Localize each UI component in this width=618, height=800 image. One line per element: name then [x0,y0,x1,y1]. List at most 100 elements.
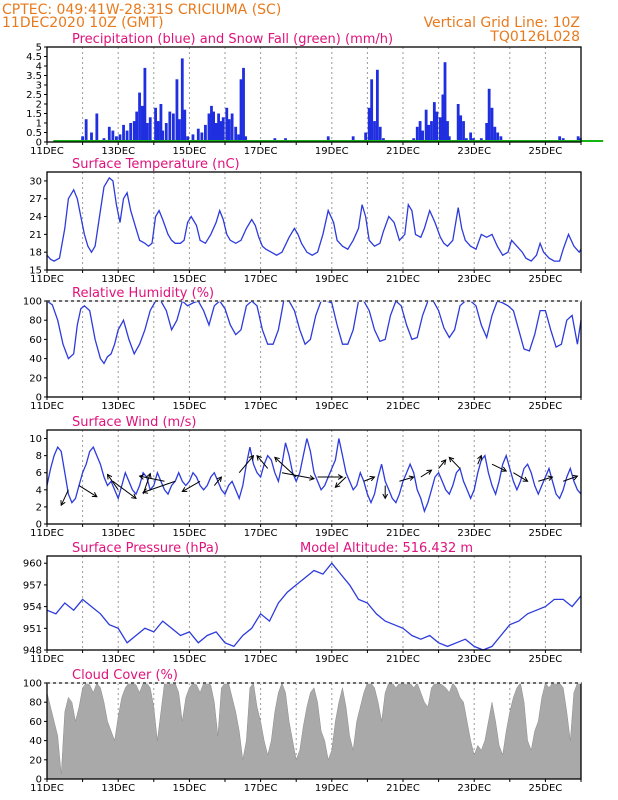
x-tick-label: 25DEC [529,654,563,665]
wind-vector [182,480,201,492]
panel-wind: 0 2 4 6 8 10 11DEC 13DEC 15DEC 17DEC 19DEC 21DEC 23D… [29,415,582,539]
precip-bar [143,67,147,142]
precip-bar [375,69,379,142]
precip-bar [168,111,172,142]
wind-vector [238,455,254,474]
precip-bar [326,136,330,142]
x-tick-label: 15DEC [173,146,207,157]
x-tick-label: 13DEC [101,274,135,285]
wind-vector-head [106,473,113,480]
x-tick-label: 11DEC [30,274,64,285]
panel-frame [46,300,582,398]
precip-bar [459,115,463,142]
snow-bar [199,140,280,142]
precip-bar [138,92,141,142]
precip-bar [432,102,436,142]
wind-vector-head [440,459,447,465]
panel-title: Surface Pressure (hPa) [72,541,219,556]
y-tick-label: 1 [36,119,42,130]
y-tick-label: 948 [23,646,42,657]
y-tick-label: 8 [36,451,42,462]
wind-vector [563,475,578,482]
wind-vector [112,480,137,499]
y-tick-label: 80 [29,698,42,709]
y-tick-label: 4 [36,485,42,496]
precip-bar [462,121,465,142]
header-location: CPTEC: 049:41W-28:31S CRICIUMA (SC) [2,2,281,18]
y-tick-label: 3 [36,81,42,92]
wind-vector [142,480,176,493]
model-altitude-label: Model Altitude: 516.432 m [300,541,473,556]
x-tick-label: 11DEC [30,783,64,794]
precip-bar [141,105,144,142]
y-tick-label: 10 [29,434,42,445]
y-tick-label: 100 [23,679,42,690]
y-tick-label: 27 [29,194,42,205]
snow-bar [53,140,134,142]
x-tick-label: 21DEC [386,274,420,285]
precip-bar [496,132,500,142]
x-tick-label: 17DEC [244,274,278,285]
precip-bar [351,136,355,142]
precip-bar [225,107,229,142]
precip-bar [558,136,562,142]
precip-bar [115,136,118,142]
y-tick-label: 0 [36,775,42,786]
wind-vector [78,485,98,498]
wind-vector-head [216,476,223,483]
precip-bar [456,104,460,142]
precip-bar [154,107,157,142]
precip-bar [196,128,200,142]
precip-bar [171,113,175,142]
precip-bar [210,105,213,142]
y-tick-label: 40 [29,354,42,365]
precip-bar [135,111,139,142]
precip-bar [378,126,382,142]
precip-bar [364,132,368,142]
press-line [46,562,582,651]
x-tick-label: 25DEC [529,146,563,157]
x-tick-label: 19DEC [315,401,349,412]
precip-bar [242,67,245,142]
precip-bar [237,134,240,142]
precip-bar [122,124,125,142]
panel-frame [46,555,582,651]
precip-bar [221,117,225,142]
x-tick-label: 23DEC [457,654,491,665]
wind-vector-head [369,475,376,482]
precip-bar [227,119,231,142]
precip-bar [159,104,163,142]
wind-vector [363,476,375,482]
wind-vector [107,474,119,491]
precip-bar [219,121,223,142]
precip-bar [230,113,234,142]
y-tick-label: 0 [36,520,42,531]
x-tick-label: 15DEC [173,274,207,285]
x-tick-label: 23DEC [457,146,491,157]
x-tick-label: 11DEC [30,146,64,157]
precip-bar [125,130,129,142]
x-tick-label: 21DEC [386,783,420,794]
precip-bar [446,121,449,142]
y-tick-label: 20 [29,755,42,766]
wind-vector-head [501,466,508,472]
precip-bar [95,113,99,142]
precip-bar [132,121,136,142]
y-tick-label: 2 [36,100,42,111]
header-run-date: 11DEC2020 10Z (GMT) [2,15,164,31]
x-tick-label: 17DEC [244,146,278,157]
x-tick-label: 17DEC [244,783,278,794]
x-tick-label: 13DEC [101,654,135,665]
panel-title: Relative Humidity (%) [72,286,214,301]
wind-vector [491,463,507,472]
precip-bar [145,123,149,142]
x-tick-label: 21DEC [386,401,420,412]
precip-bar [186,136,190,142]
cloud-cover-area [46,682,582,780]
precip-bar [178,119,181,142]
x-tick-label: 17DEC [244,654,278,665]
wind-vector [281,472,315,480]
panel-title: Cloud Cover (%) [72,668,178,683]
